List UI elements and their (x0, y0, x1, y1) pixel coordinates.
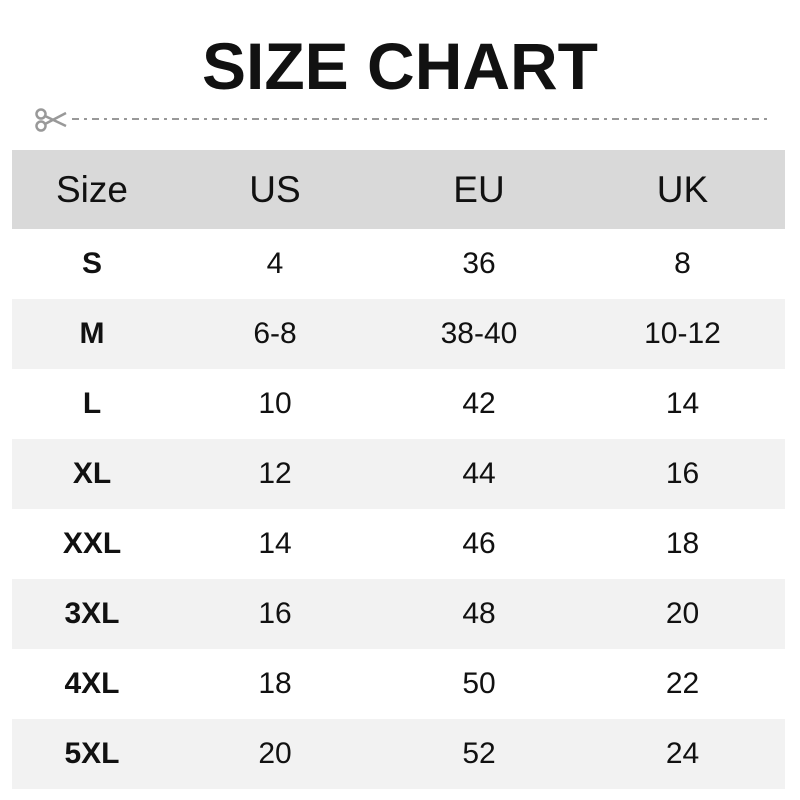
cell-eu: 38-40 (440, 317, 518, 350)
cell-size: M (79, 317, 105, 350)
cell-size: S (81, 247, 102, 280)
scissors-icon (35, 108, 67, 132)
cell-us: 10 (258, 387, 292, 420)
table-row: M 6-8 38-40 10-12 (12, 299, 785, 369)
cell-eu: 52 (462, 737, 496, 770)
header-us: US (249, 168, 301, 210)
table-row: S 4 36 8 (12, 229, 785, 299)
cell-eu: 44 (462, 457, 496, 490)
cut-line (35, 108, 769, 132)
cell-us: 12 (258, 457, 292, 490)
cell-us: 6-8 (253, 317, 297, 350)
cell-eu: 42 (462, 387, 496, 420)
cell-eu: 46 (462, 527, 496, 560)
table-row: 5XL 20 52 24 (12, 719, 785, 789)
cell-uk: 18 (665, 527, 700, 560)
cell-eu: 50 (462, 667, 496, 700)
header-uk: UK (656, 168, 709, 210)
cell-us: 20 (258, 737, 292, 770)
cell-us: 14 (258, 527, 292, 560)
cell-size: 3XL (64, 597, 120, 630)
cell-size: XXL (62, 527, 122, 560)
cell-uk: 10-12 (644, 317, 721, 350)
cell-eu: 36 (462, 247, 496, 280)
table-row: 4XL 18 50 22 (12, 649, 785, 719)
cell-us: 16 (258, 597, 292, 630)
cell-size: 4XL (64, 667, 120, 700)
table-header-row: Size US EU UK (12, 150, 785, 229)
cell-uk: 14 (665, 387, 700, 420)
cell-uk: 20 (665, 597, 700, 630)
header-eu: EU (453, 168, 505, 210)
cell-uk: 8 (674, 247, 691, 280)
cell-us: 18 (258, 667, 292, 700)
size-chart-table: Size US EU UK S 4 36 8 M 6-8 38-40 10-12 L 10 42 14… (12, 150, 785, 789)
table-row: XXL 14 46 18 (12, 509, 785, 579)
table-row: XL 12 44 16 (12, 439, 785, 509)
header-size: Size (56, 168, 128, 210)
cell-size: 5XL (64, 737, 120, 770)
page-title: SIZE CHART (202, 29, 598, 103)
cell-uk: 16 (665, 457, 700, 490)
table-row: 3XL 16 48 20 (12, 579, 785, 649)
cell-size: XL (72, 457, 112, 490)
cell-uk: 24 (665, 737, 700, 770)
cell-us: 4 (266, 247, 284, 280)
cell-eu: 48 (462, 597, 496, 630)
cell-uk: 22 (665, 667, 700, 700)
table-row: L 10 42 14 (12, 369, 785, 439)
cell-size: L (82, 387, 102, 420)
